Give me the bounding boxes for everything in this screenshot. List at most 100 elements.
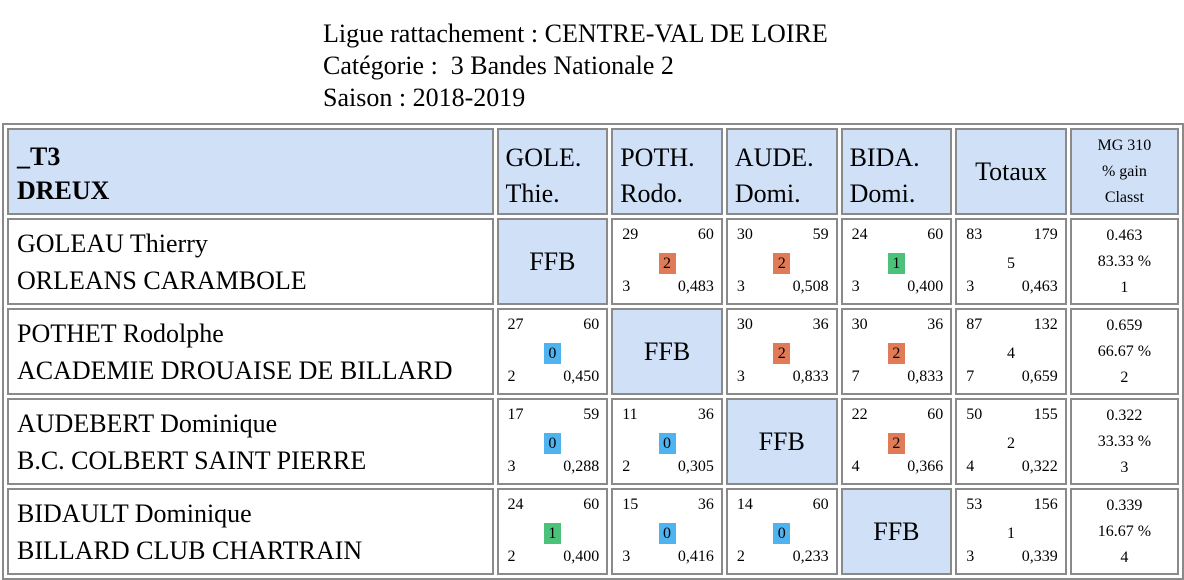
match-result-cell: 27 60 0 2 0,450: [496, 308, 609, 395]
match-reprises: 60: [927, 226, 944, 243]
match-points: 30: [851, 316, 868, 333]
match-points: 29: [622, 226, 639, 243]
match-score-badge: 0: [658, 523, 676, 544]
league-line: Ligue rattachement : CENTRE-VAL DE LOIRE: [323, 19, 828, 48]
total-average: 0,659: [1021, 368, 1058, 385]
results-table: _T3 DREUX GOLE. Thie. POTH. Rodo. AUDE. …: [2, 123, 1184, 580]
win-percentage: 33.33 %: [1097, 432, 1152, 450]
match-result-cell: 15 36 0 3 0,416: [611, 488, 723, 575]
player-cell: BIDAULT Dominique BILLARD CLUB CHARTRAIN: [7, 488, 494, 575]
match-result-cell: 30 59 2 3 0,508: [725, 218, 838, 305]
mg-header-line2: % gain: [1101, 162, 1147, 180]
table-row: BIDAULT Dominique BILLARD CLUB CHARTRAIN 2…: [7, 488, 1179, 575]
ffb-cell: FFB: [725, 398, 838, 485]
player-club: ORLEANS CARAMBOLE: [17, 265, 307, 295]
match-series: 2: [507, 548, 516, 565]
total-points: 83: [966, 226, 983, 243]
mg-header-line3: Classt: [1104, 188, 1144, 206]
match-score-badge: 0: [543, 343, 561, 364]
column-header-line2: Thie.: [505, 179, 560, 208]
match-points: 22: [851, 406, 868, 423]
category-line: Catégorie : 3 Bandes Nationale 2: [323, 51, 674, 80]
team-code: _T3: [17, 142, 61, 171]
ffb-cell: FFB: [496, 218, 609, 305]
column-header-line2: Domi.: [849, 179, 916, 208]
player-cell: GOLEAU Thierry ORLEANS CARAMBOLE: [7, 218, 494, 305]
match-score-badge: 2: [887, 343, 905, 364]
column-header-line2: Rodo.: [620, 179, 684, 208]
match-result-cell: 22 60 2 4 0,366: [840, 398, 953, 485]
match-points: 14: [736, 496, 753, 513]
total-average: 0,322: [1021, 458, 1058, 475]
total-reprises: 132: [1033, 316, 1058, 333]
match-result-cell: 30 36 2 7 0,833: [840, 308, 953, 395]
win-percentage: 16.67 %: [1097, 522, 1152, 540]
column-header-line1: AUDE.: [734, 143, 814, 172]
mg-average: 0.339: [1106, 496, 1143, 514]
match-points: 24: [507, 496, 524, 513]
match-points: 15: [622, 496, 639, 513]
player-cell: AUDEBERT Dominique B.C. COLBERT SAINT PIE…: [7, 398, 494, 485]
mg-header-line1: MG 310: [1097, 136, 1152, 154]
table-row: AUDEBERT Dominique B.C. COLBERT SAINT PIE…: [7, 398, 1179, 485]
mg-header: MG 310 % gain Classt: [1069, 128, 1179, 215]
match-series: 3: [851, 278, 860, 295]
match-reprises: 59: [583, 406, 600, 423]
match-result-cell: 11 36 0 2 0,305: [611, 398, 723, 485]
match-series: 3: [736, 368, 745, 385]
match-reprises: 60: [583, 316, 600, 333]
totals-cell: 87 132 4 7 0,659: [955, 308, 1067, 395]
match-result-cell: 24 60 1 2 0,400: [496, 488, 609, 575]
ranking: 1: [1120, 278, 1129, 296]
match-reprises: 36: [927, 316, 944, 333]
match-result-cell: 24 60 1 3 0,400: [840, 218, 953, 305]
total-points: 53: [966, 496, 983, 513]
match-reprises: 59: [812, 226, 829, 243]
total-reprises: 156: [1033, 496, 1058, 513]
match-series: 3: [736, 278, 745, 295]
total-score: 1: [1006, 525, 1015, 542]
total-average: 0,463: [1021, 278, 1058, 295]
win-percentage: 83.33 %: [1097, 252, 1152, 270]
column-header-line1: BIDA.: [849, 143, 920, 172]
player-name: BIDAULT Dominique: [17, 498, 252, 528]
mg-average: 0.659: [1106, 316, 1143, 334]
match-series: 3: [622, 278, 631, 295]
match-points: 24: [851, 226, 868, 243]
match-points: 27: [507, 316, 524, 333]
player-club: ACADEMIE DROUAISE DE BILLARD: [17, 355, 453, 385]
total-series: 7: [966, 368, 975, 385]
match-score-badge: 1: [543, 523, 561, 544]
column-header-line2: Domi.: [734, 179, 801, 208]
match-average: 0,400: [907, 278, 944, 295]
match-series: 4: [851, 458, 860, 475]
match-score-badge: 0: [658, 433, 676, 454]
player-name: POTHET Rodolphe: [17, 318, 224, 348]
match-series: 2: [622, 458, 631, 475]
match-result-cell: 29 60 2 3 0,483: [611, 218, 723, 305]
match-average: 0,508: [792, 278, 829, 295]
column-header: BIDA. Domi.: [840, 128, 953, 215]
match-score-badge: 2: [887, 433, 905, 454]
total-points: 50: [966, 406, 983, 423]
mg-average: 0.322: [1106, 406, 1143, 424]
totals-cell: 53 156 1 3 0,339: [955, 488, 1067, 575]
match-score-badge: 2: [773, 343, 791, 364]
match-points: 11: [622, 406, 638, 423]
mg-cell: 0.339 16.67 % 4: [1069, 488, 1179, 575]
player-club: BILLARD CLUB CHARTRAIN: [17, 535, 363, 565]
match-average: 0,483: [677, 278, 714, 295]
match-score-badge: 2: [658, 253, 676, 274]
match-reprises: 36: [697, 496, 714, 513]
match-reprises: 36: [697, 406, 714, 423]
match-result-cell: 17 59 0 3 0,288: [496, 398, 609, 485]
totals-header: Totaux: [955, 128, 1067, 215]
match-series: 3: [622, 548, 631, 565]
match-average: 0,416: [677, 548, 714, 565]
column-header-line1: GOLE.: [505, 143, 582, 172]
page-header: Ligue rattachement : CENTRE-VAL DE LOIRE…: [323, 18, 828, 114]
match-average: 0,366: [907, 458, 944, 475]
total-points: 87: [966, 316, 983, 333]
column-header: AUDE. Domi.: [725, 128, 838, 215]
match-score-badge: 1: [887, 253, 905, 274]
